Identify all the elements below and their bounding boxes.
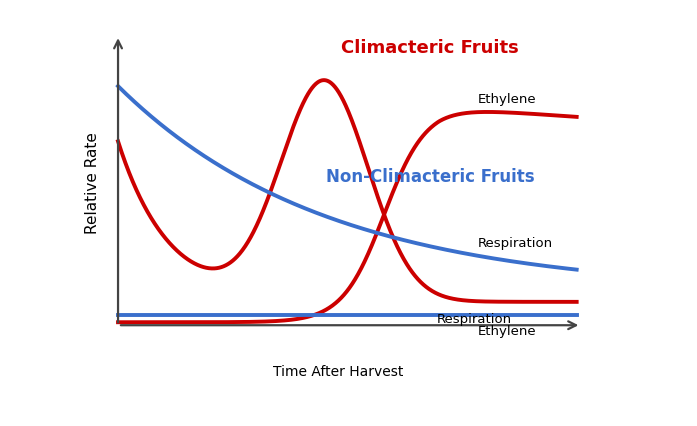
Text: Respiration: Respiration [478,237,553,250]
Text: Relative Rate: Relative Rate [85,132,100,233]
Text: Non-Climacteric Fruits: Non-Climacteric Fruits [325,167,534,185]
Text: Respiration: Respiration [437,313,512,325]
Text: Ethylene: Ethylene [478,92,537,106]
Text: Ethylene: Ethylene [478,324,537,337]
Text: Climacteric Fruits: Climacteric Fruits [341,39,519,57]
Text: Time After Harvest: Time After Harvest [273,364,404,378]
